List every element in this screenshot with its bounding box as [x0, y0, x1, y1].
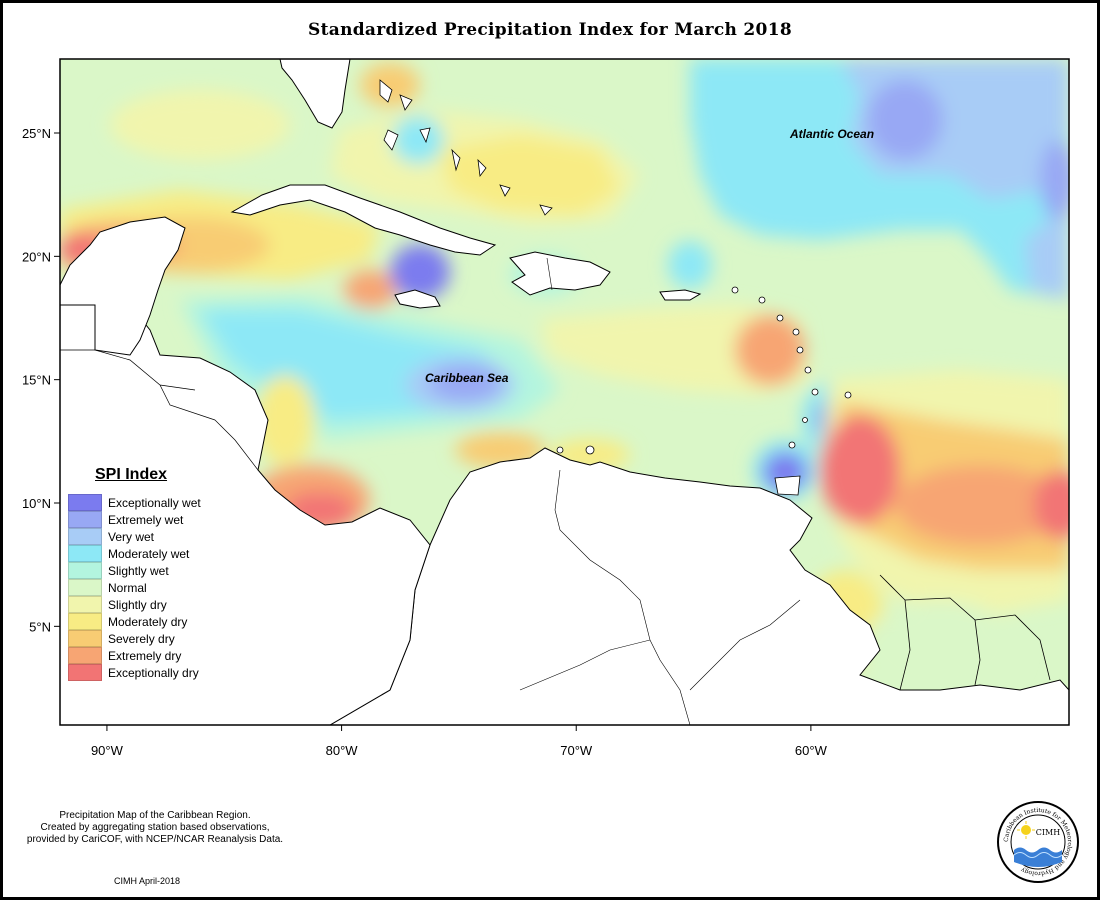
legend-row: Severely dry [68, 630, 248, 647]
lesser-antilles-islands [556, 286, 852, 496]
date-credit: CIMH April-2018 [114, 876, 181, 886]
lon-tick-label: 60°W [795, 743, 828, 758]
lat-tick-label: 20°N [22, 249, 51, 264]
legend-label: Moderately wet [108, 546, 190, 561]
credit-line-1: Precipitation Map of the Caribbean Regio… [59, 810, 251, 821]
legend-swatch [68, 511, 102, 528]
legend-row: Extremely dry [68, 647, 248, 664]
lat-tick-label: 25°N [22, 126, 51, 141]
map-border [59, 58, 1070, 726]
hispaniola-landmass [509, 251, 611, 296]
legend-swatch [68, 579, 102, 596]
north-florida-dry-cell [360, 63, 420, 107]
legend-swatch [68, 596, 102, 613]
legend-label: Very wet [108, 529, 155, 544]
florida-landmass [279, 59, 351, 129]
legend-swatch [68, 494, 102, 511]
honduras-dry-cell [255, 375, 315, 465]
legend-row: Normal [68, 579, 248, 596]
legend-row: Slightly dry [68, 596, 248, 613]
legend-row: Extremely wet [68, 511, 248, 528]
east-atlantic-extremely-dry-cell [895, 465, 1065, 545]
legend-swatch [68, 664, 102, 681]
bahamas-islands [379, 79, 553, 216]
map-credit: Precipitation Map of the Caribbean Regio… [5, 810, 305, 846]
gulf-slightly-dry-cell [110, 90, 290, 160]
legend-label: Exceptionally wet [108, 495, 201, 510]
legend-label: Slightly wet [108, 563, 169, 578]
yucatan-landmass [60, 216, 186, 356]
east-atlantic-exceptionally-dry-cell [1034, 470, 1069, 540]
map-title: Standardized Precipitation Index for Mar… [308, 20, 792, 40]
credit-line-3: provided by CariCOF, with NCEP/NCAR Rean… [26, 834, 284, 845]
legend-label: Severely dry [108, 631, 175, 646]
spi-legend: SPI Index Exceptionally wet Extremely wet… [68, 466, 248, 681]
legend-swatch [68, 647, 102, 664]
lon-tick-label: 90°W [91, 743, 124, 758]
lat-tick-label: 10°N [22, 496, 51, 511]
central-america-landmass [60, 284, 431, 725]
legend-swatch [68, 562, 102, 579]
logo-label: CIMH [1036, 828, 1060, 837]
legend-label: Exceptionally dry [108, 665, 199, 680]
lat-tick-label: 15°N [22, 373, 51, 388]
legend-label: Slightly dry [108, 597, 167, 612]
atlantic-ocean-label: Atlantic Ocean [789, 127, 874, 141]
cayman-dry-cell [344, 270, 396, 310]
legend-row: Moderately wet [68, 545, 248, 562]
bahamas-wet-cell [392, 116, 444, 164]
legend-row: Slightly wet [68, 562, 248, 579]
south-america-internal-borders [519, 469, 801, 725]
legend-row: Exceptionally dry [68, 664, 248, 681]
cuba-landmass [230, 184, 497, 256]
guiana-coast-exceptionally-dry-cell [820, 415, 900, 525]
legend-items: Exceptionally wet Extremely wet Very wet Mo… [68, 494, 248, 681]
legend-label: Moderately dry [108, 614, 188, 629]
atlantic-wet-cell [1040, 140, 1069, 220]
guiana-borders [879, 574, 1051, 691]
legend-title: SPI Index [95, 466, 168, 483]
legend-row: Exceptionally wet [68, 494, 248, 511]
legend-row: Moderately dry [68, 613, 248, 630]
caribbean-sea-label: Caribbean Sea [425, 371, 509, 385]
jamaica-landmass [394, 289, 441, 309]
cimh-logo-icon: Caribbean Institute for Meteorology and … [997, 801, 1079, 883]
legend-swatch [68, 545, 102, 562]
lat-tick-label: 5°N [29, 619, 51, 634]
legend-label: Extremely dry [108, 648, 182, 663]
jamaica-exceptionally-wet-cell [390, 244, 450, 300]
spi-field: Atlantic Ocean Caribbean Sea [60, 59, 1069, 725]
credit-line-2: Created by aggregating station based obs… [40, 822, 270, 833]
longitude-axis: 90°W 80°W 70°W 60°W [91, 725, 828, 758]
legend-row: Very wet [68, 528, 248, 545]
east-caribbean-slightly-dry-area [540, 305, 810, 395]
south-america-landmass [329, 447, 1069, 725]
caribbean-sea-extremely-wet-cell [429, 365, 501, 401]
legend-swatch [68, 630, 102, 647]
puerto-rico-wet-cell [668, 241, 712, 289]
lon-tick-label: 80°W [326, 743, 359, 758]
legend-label: Normal [108, 580, 147, 595]
atlantic-extremely-wet-cell [867, 80, 943, 160]
legend-swatch [68, 528, 102, 545]
legend-swatch [68, 613, 102, 630]
bahamas-moderately-dry-area [440, 135, 620, 215]
lon-tick-label: 70°W [560, 743, 593, 758]
atlantic-very-wet-east [1025, 205, 1069, 300]
latitude-axis: 25°N 20°N 15°N 10°N 5°N [22, 126, 60, 634]
guiana-slightly-wet-cell [860, 600, 1020, 700]
puerto-rico-landmass [659, 289, 702, 301]
haiti-dr-border [546, 257, 553, 291]
legend-label: Extremely wet [108, 512, 184, 527]
antilles-extremely-dry-cell [735, 315, 805, 385]
